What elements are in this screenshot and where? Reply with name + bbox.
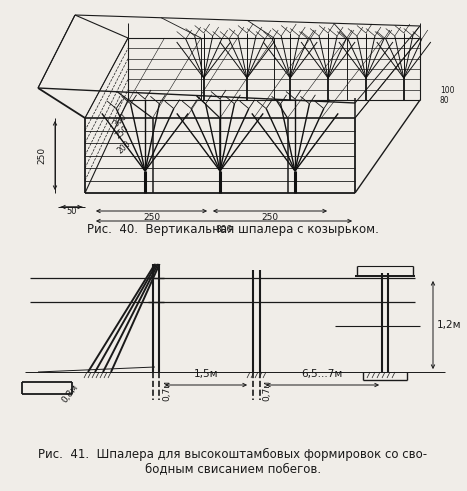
Text: 250: 250 xyxy=(113,124,130,140)
Text: бодным свисанием побегов.: бодным свисанием побегов. xyxy=(145,462,321,475)
Text: Рис.  40.  Вертикальная шпалера с козырьком.: Рис. 40. Вертикальная шпалера с козырько… xyxy=(87,223,379,236)
Text: 0,8м: 0,8м xyxy=(60,383,80,405)
Text: 800: 800 xyxy=(215,224,233,234)
Text: 1,2м: 1,2м xyxy=(437,320,461,330)
Text: 200: 200 xyxy=(116,139,133,155)
Text: 0,7м: 0,7м xyxy=(262,380,271,401)
Text: 80: 80 xyxy=(440,96,450,105)
Text: 6,5...7м: 6,5...7м xyxy=(301,369,343,379)
Text: 250: 250 xyxy=(37,147,47,164)
Text: 0,7м: 0,7м xyxy=(163,380,171,401)
Text: Рис.  41.  Шпалера для высокоштамбовых формировок со сво-: Рис. 41. Шпалера для высокоштамбовых фор… xyxy=(38,448,428,461)
Text: 1,5м: 1,5м xyxy=(194,369,218,379)
Text: 250: 250 xyxy=(262,213,278,221)
Text: 250: 250 xyxy=(143,213,161,221)
Text: 300: 300 xyxy=(112,112,128,128)
Text: 100: 100 xyxy=(440,85,454,94)
Text: 50: 50 xyxy=(67,208,77,217)
